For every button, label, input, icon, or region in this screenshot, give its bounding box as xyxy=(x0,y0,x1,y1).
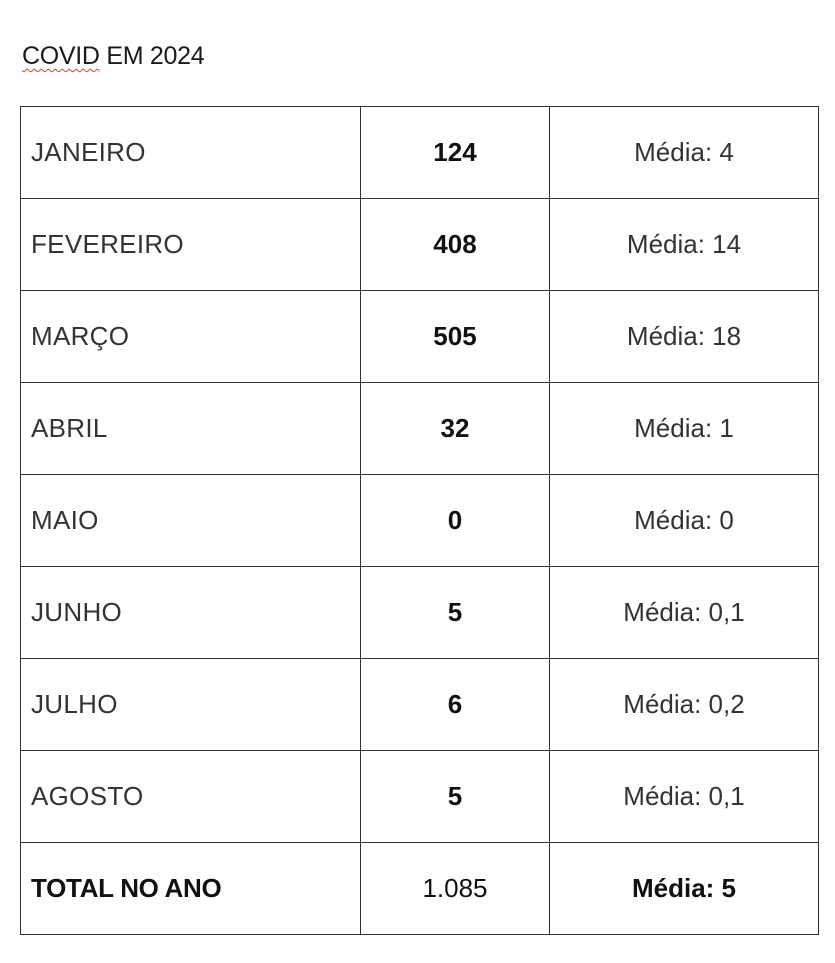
table-row: JANEIRO 124 Média: 4 xyxy=(20,106,819,199)
average-cell: Média: 18 xyxy=(549,290,819,383)
month-cell: MARÇO xyxy=(20,290,361,383)
average-cell: Média: 14 xyxy=(549,198,819,291)
month-cell: ABRIL xyxy=(20,382,361,475)
average-cell: Média: 0 xyxy=(549,474,819,567)
covid-table: JANEIRO 124 Média: 4 FEVEREIRO 408 Média: 14 M… xyxy=(20,106,819,935)
month-cell: JANEIRO xyxy=(20,106,361,199)
average-cell: Média: 0,1 xyxy=(549,566,819,659)
total-row: TOTAL NO ANO 1.085 Média: 5 xyxy=(20,842,819,935)
count-cell: 124 xyxy=(360,106,550,199)
count-cell: 5 xyxy=(360,566,550,659)
count-cell: 1.085 xyxy=(360,842,550,935)
average-cell: Média: 1 xyxy=(549,382,819,475)
document-title: COVID EM 2024 xyxy=(22,42,205,71)
average-cell: Média: 0,2 xyxy=(549,658,819,751)
average-cell: Média: 0,1 xyxy=(549,750,819,843)
title-rest: EM 2024 xyxy=(99,42,205,70)
table-row: JULHO 6 Média: 0,2 xyxy=(20,658,819,751)
month-cell: AGOSTO xyxy=(20,750,361,843)
spellcheck-word: COVID xyxy=(22,42,100,70)
table-row: MAIO 0 Média: 0 xyxy=(20,474,819,567)
month-cell: FEVEREIRO xyxy=(20,198,361,291)
table-row: JUNHO 5 Média: 0,1 xyxy=(20,566,819,659)
table-row: FEVEREIRO 408 Média: 14 xyxy=(20,198,819,291)
count-cell: 408 xyxy=(360,198,550,291)
month-cell: JUNHO xyxy=(20,566,361,659)
average-cell: Média: 4 xyxy=(549,106,819,199)
table-row: AGOSTO 5 Média: 0,1 xyxy=(20,750,819,843)
count-cell: 6 xyxy=(360,658,550,751)
count-cell: 0 xyxy=(360,474,550,567)
count-cell: 32 xyxy=(360,382,550,475)
average-cell: Média: 5 xyxy=(549,842,819,935)
count-cell: 505 xyxy=(360,290,550,383)
count-cell: 5 xyxy=(360,750,550,843)
table-row: MARÇO 505 Média: 18 xyxy=(20,290,819,383)
month-cell: JULHO xyxy=(20,658,361,751)
table-row: ABRIL 32 Média: 1 xyxy=(20,382,819,475)
month-cell: TOTAL NO ANO xyxy=(20,842,361,935)
month-cell: MAIO xyxy=(20,474,361,567)
